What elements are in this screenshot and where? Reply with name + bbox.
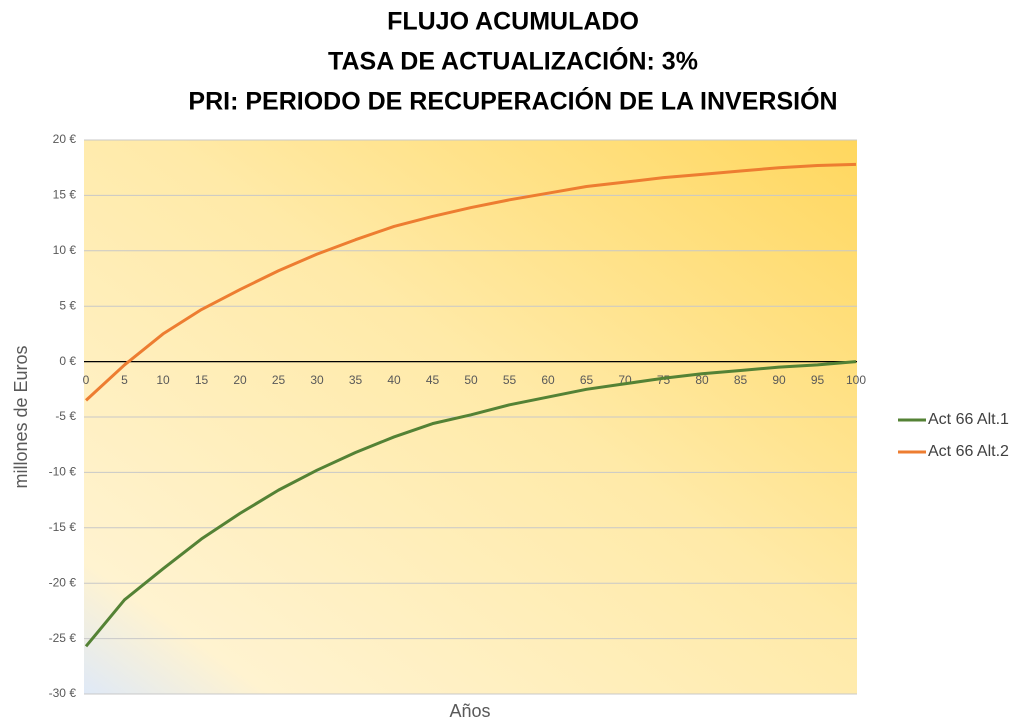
x-tick-label: 10: [156, 373, 170, 387]
x-tick-label: 55: [503, 373, 517, 387]
x-tick-label: 95: [811, 373, 825, 387]
x-tick-label: 5: [121, 373, 128, 387]
y-tick-label: 5 €: [59, 298, 76, 312]
legend-label: Act 66 Alt.2: [928, 443, 1009, 460]
x-tick-label: 50: [464, 373, 478, 387]
x-tick-label: 0: [83, 373, 90, 387]
series-line: [84, 360, 857, 648]
chart-title: PRI: PERIODO DE RECUPERACIÓN DE LA INVER…: [188, 86, 837, 116]
y-tick-label: -10 €: [49, 465, 77, 479]
x-tick-label: 35: [349, 373, 363, 387]
y-tick-label: 0 €: [59, 354, 76, 368]
y-tick-label: 20 €: [53, 132, 77, 146]
x-tick-label: 90: [772, 373, 786, 387]
x-tick-label: 65: [580, 373, 594, 387]
x-tick-label: 60: [541, 373, 555, 387]
y-tick-label: -15 €: [49, 520, 77, 534]
x-tick-label: 100: [846, 373, 866, 387]
chart-title: FLUJO ACUMULADO: [387, 8, 639, 36]
x-tick-label: 45: [426, 373, 440, 387]
x-tick-label: 15: [195, 373, 209, 387]
y-tick-label: -20 €: [49, 575, 77, 589]
x-tick-label: 25: [272, 373, 286, 387]
x-tick-label: 20: [233, 373, 247, 387]
x-tick-label: 30: [310, 373, 324, 387]
y-tick-label: -30 €: [49, 686, 77, 700]
y-tick-label: 10 €: [53, 243, 77, 257]
x-axis-title: Años: [449, 701, 490, 721]
x-tick-label: 75: [657, 373, 671, 387]
y-tick-label: 15 €: [53, 188, 77, 202]
y-tick-label: -25 €: [49, 631, 77, 645]
chart-title: TASA DE ACTUALIZACIÓN: 3%: [328, 46, 698, 76]
x-tick-label: 80: [695, 373, 709, 387]
x-tick-label: 40: [387, 373, 401, 387]
x-tick-label: 85: [734, 373, 748, 387]
series-line: [84, 162, 857, 402]
y-axis-title: millones de Euros: [11, 345, 31, 488]
y-tick-label: -5 €: [55, 409, 76, 423]
legend-label: Act 66 Alt.1: [928, 411, 1009, 428]
